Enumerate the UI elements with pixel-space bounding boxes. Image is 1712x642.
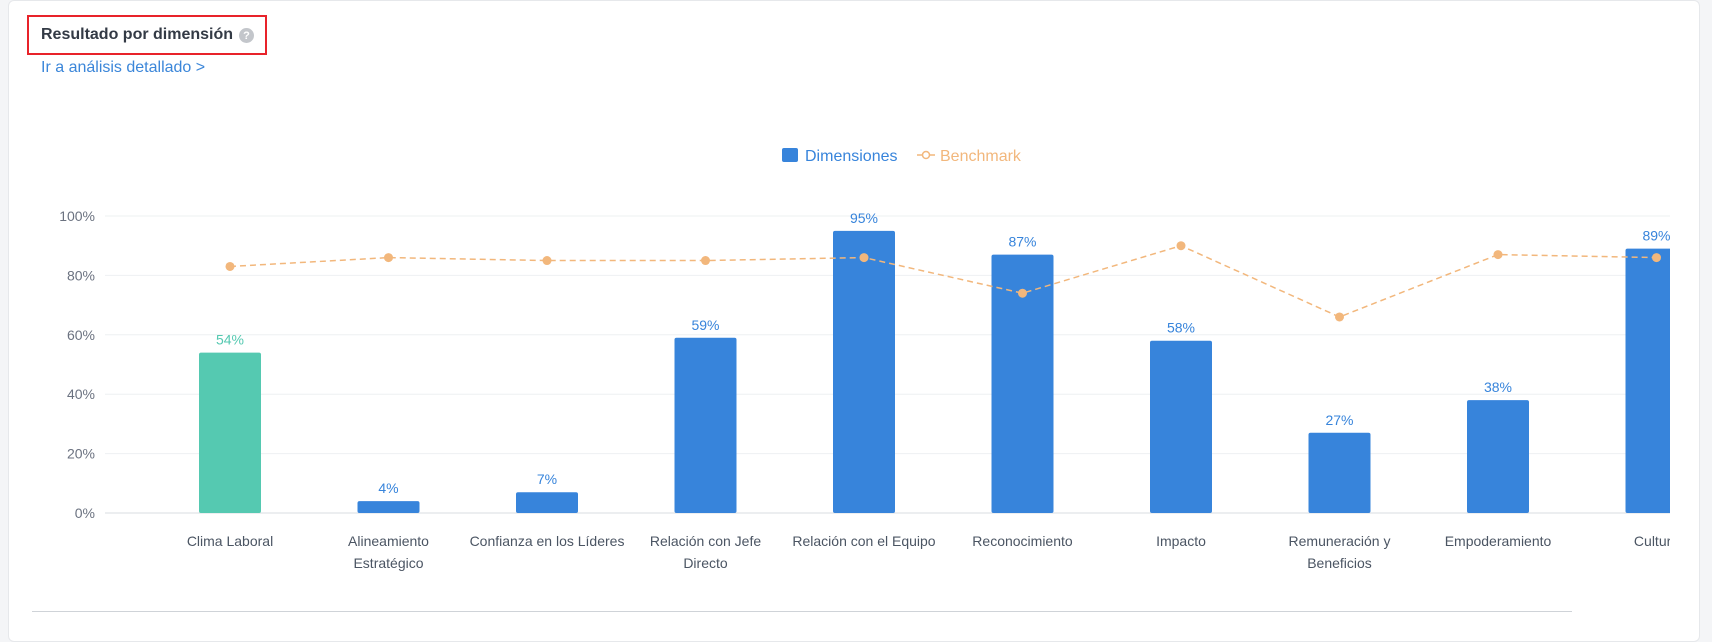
question-circle-icon[interactable]: ? — [239, 28, 255, 43]
legend-label-benchmark: Benchmark — [940, 148, 1022, 165]
bar-value-label: 87% — [1008, 234, 1036, 250]
x-category-label: Relación con el Equipo — [792, 533, 935, 549]
bar-value-label: 54% — [216, 332, 244, 348]
bar[interactable] — [991, 254, 1054, 514]
section-title: Resultado por dimensión — [41, 26, 234, 43]
x-category-label: Relación con Jefe — [650, 533, 762, 549]
x-category-label: Cultura — [1634, 533, 1679, 549]
x-category-label: Directo — [683, 555, 728, 571]
legend-swatch-dimensiones — [782, 148, 798, 162]
benchmark-point — [1176, 241, 1186, 251]
bar[interactable] — [1467, 400, 1529, 513]
benchmark-line — [229, 244, 1657, 318]
bar-value-label: 59% — [691, 317, 719, 333]
benchmark-point — [1493, 250, 1503, 260]
bar-value-label: 58% — [1167, 320, 1195, 336]
bar-value-label: 4% — [378, 480, 398, 496]
x-category-label: Empoderamiento — [1445, 533, 1552, 549]
legend-label-dimensiones: Dimensiones — [805, 148, 897, 165]
benchmark-point — [542, 256, 552, 266]
x-category-label: Impacto — [1156, 533, 1206, 549]
divider — [32, 611, 1572, 612]
bar-value-label: 89% — [1642, 228, 1670, 244]
benchmark-point — [859, 253, 869, 263]
bar[interactable] — [1150, 340, 1212, 513]
benchmark-point — [225, 261, 235, 271]
y-tick-label: 80% — [67, 267, 95, 283]
section-title-box: Resultado por dimensión ? — [27, 15, 267, 55]
bar[interactable] — [674, 337, 737, 513]
bar[interactable] — [1625, 248, 1688, 513]
y-tick-label: 100% — [59, 208, 95, 224]
x-category-label: Estratégico — [353, 555, 423, 571]
y-tick-label: 0% — [75, 505, 95, 521]
bar[interactable] — [516, 492, 578, 513]
bar-value-label: 38% — [1484, 379, 1512, 395]
x-category-label: Remuneración y — [1289, 533, 1391, 549]
detailed-analysis-link[interactable]: Ir a análisis detallado > — [41, 59, 206, 76]
bar[interactable] — [1308, 432, 1371, 513]
y-tick-label: 40% — [67, 386, 95, 402]
y-tick-label: 20% — [67, 446, 95, 462]
bar-value-label: 95% — [850, 210, 878, 226]
benchmark-point — [1652, 253, 1661, 263]
x-category-label: Alineamiento — [348, 533, 429, 549]
dimension-bar-chart: 0% 20% 40% 60% 80% 100% 54% 4% 7% 59% 95% 87% 58% 27%… — [59, 148, 1688, 571]
legend-swatch-benchmark-marker — [921, 150, 931, 160]
benchmark-point — [701, 256, 710, 266]
x-category-label: Clima Laboral — [187, 533, 273, 549]
y-tick-label: 60% — [67, 327, 95, 343]
x-category-label: Beneficios — [1307, 555, 1372, 571]
benchmark-point — [384, 253, 393, 263]
bar[interactable] — [199, 352, 261, 513]
bar[interactable] — [833, 230, 895, 513]
benchmark-point — [1335, 312, 1344, 322]
bar-group — [199, 230, 1688, 514]
x-category-label: Reconocimiento — [972, 533, 1073, 549]
x-category-label: Confianza en los Líderes — [470, 533, 625, 549]
bar-value-label: 7% — [537, 471, 557, 487]
bar-value-label: 27% — [1325, 412, 1353, 428]
benchmark-point — [1018, 288, 1027, 298]
bar[interactable] — [357, 501, 420, 513]
